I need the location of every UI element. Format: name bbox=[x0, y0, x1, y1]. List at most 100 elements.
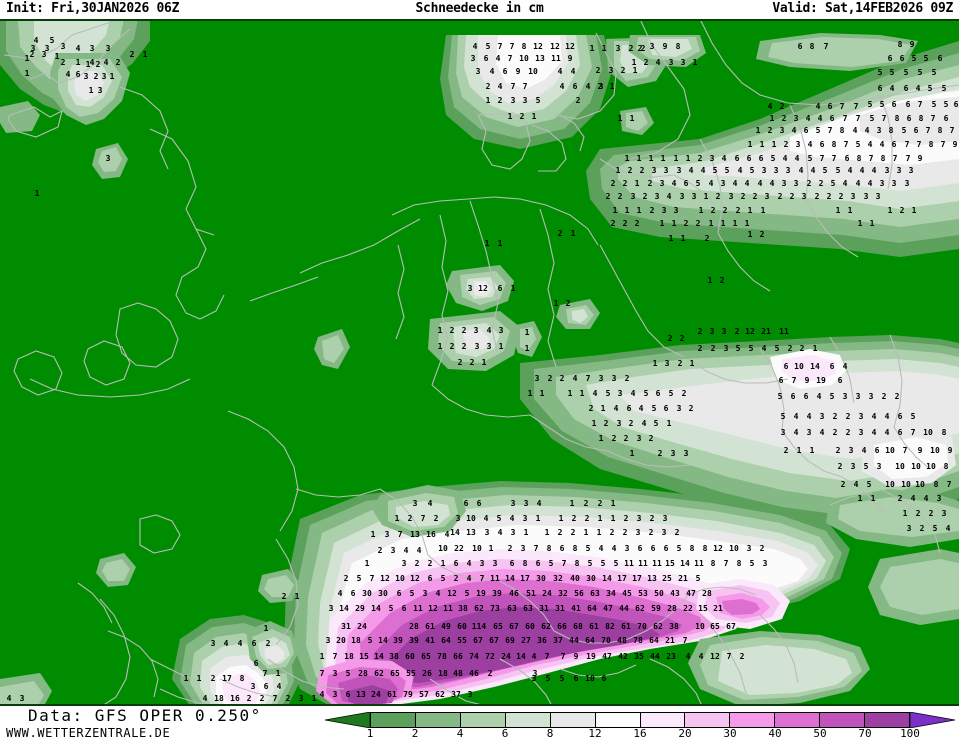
snow-value-label: 2 bbox=[783, 446, 789, 455]
snow-value-label: 48 bbox=[453, 669, 463, 678]
snow-value-label: 7 bbox=[842, 114, 848, 123]
snow-value-label: 5 bbox=[943, 100, 949, 109]
snow-value-label: 4 bbox=[497, 82, 503, 91]
snow-value-label: 6 bbox=[897, 412, 903, 421]
snow-value-label: 3 bbox=[105, 154, 111, 163]
snow-value-label: 61 bbox=[589, 622, 599, 631]
snow-value-label: 11 bbox=[779, 327, 789, 336]
snow-value-label: 1 bbox=[636, 154, 642, 163]
snow-value-label: 60 bbox=[405, 652, 415, 661]
snow-value-label: 6 bbox=[663, 544, 669, 553]
snow-value-label: 67 bbox=[473, 636, 483, 645]
snow-value-label: 3 bbox=[764, 192, 770, 201]
snow-value-label: 9 bbox=[515, 67, 521, 76]
snow-value-label: 3 bbox=[673, 206, 679, 215]
snow-value-label: 70 bbox=[637, 622, 647, 631]
snow-value-label: 1 bbox=[624, 206, 630, 215]
snow-value-label: 67 bbox=[489, 636, 499, 645]
snow-value-label: 11 bbox=[694, 559, 704, 568]
snow-value-label: 8 bbox=[880, 154, 886, 163]
snow-value-label: 5 bbox=[548, 559, 554, 568]
snow-value-label: 10 bbox=[729, 544, 739, 553]
snow-value-label: 2 bbox=[697, 344, 703, 353]
snow-value-label: 6 bbox=[758, 154, 764, 163]
snow-value-label: 62 bbox=[653, 622, 663, 631]
snow-value-label: 1 bbox=[747, 230, 753, 239]
snow-value-label: 3 bbox=[89, 44, 95, 53]
snow-value-label: 1 bbox=[703, 192, 709, 201]
snow-value-label: 3 bbox=[470, 54, 476, 63]
snow-value-label: 9 bbox=[573, 652, 579, 661]
snow-value-label: 2 bbox=[697, 154, 703, 163]
snow-value-label: 1 bbox=[680, 234, 686, 243]
snow-value-label: 65 bbox=[710, 622, 720, 631]
snow-value-label: 5 bbox=[49, 36, 55, 45]
snow-value-label: 1 bbox=[902, 509, 908, 518]
snow-value-label: 2 bbox=[597, 499, 603, 508]
snow-value-label: 1 bbox=[631, 58, 637, 67]
snow-value-label: 3 bbox=[668, 58, 674, 67]
snow-value-label: 82 bbox=[605, 622, 615, 631]
snow-value-label: 1 bbox=[531, 112, 537, 121]
snow-value-label: 7 bbox=[509, 42, 515, 51]
snow-value-label: 3 bbox=[41, 50, 47, 59]
snow-value-label: 4 bbox=[592, 389, 598, 398]
snow-value-label: 3 bbox=[651, 166, 657, 175]
snow-value-label: 3 bbox=[806, 428, 812, 437]
snow-value-label: 5 bbox=[545, 674, 551, 683]
snow-value-label: 64 bbox=[587, 604, 597, 613]
snow-value-label: 6 bbox=[943, 114, 949, 123]
snow-value-label: 2 bbox=[835, 446, 841, 455]
snow-value-label: 6 bbox=[683, 179, 689, 188]
colorbar-cells bbox=[370, 712, 910, 728]
snow-value-label: 61 bbox=[425, 622, 435, 631]
snow-value-label: 18 bbox=[344, 652, 354, 661]
snow-value-label: 3 bbox=[679, 192, 685, 201]
snow-value-label: 5 bbox=[931, 68, 937, 77]
snow-value-label: 6 bbox=[874, 446, 880, 455]
snow-value-label: 4 bbox=[223, 639, 229, 648]
snow-value-label: 3 bbox=[661, 528, 667, 537]
snow-value-label: 3 bbox=[636, 434, 642, 443]
snow-value-label: 5 bbox=[822, 166, 828, 175]
map-canvas[interactable]: 3 3 3 4 3 3 4 5 2 3 1 2 1 4 4 2 4 6 3 2 3 1 1 3 1 2 3 1 4 5 7 7 8 12 12 12 3… bbox=[0, 19, 959, 706]
snow-value-label: 74 bbox=[469, 652, 479, 661]
snow-value-label: 1 bbox=[668, 234, 674, 243]
snow-value-label: 12 bbox=[410, 574, 420, 583]
snow-value-label: 2 bbox=[704, 234, 710, 243]
snow-value-label: 9 bbox=[917, 446, 923, 455]
snow-value-label: 63 bbox=[507, 604, 517, 613]
snow-value-label: 1 bbox=[75, 58, 81, 67]
colorbar-tick-16: 16 bbox=[633, 727, 647, 740]
snow-value-label: 1 bbox=[183, 674, 189, 683]
snow-value-label: 2 bbox=[637, 44, 643, 53]
snow-value-label: 37 bbox=[451, 690, 461, 699]
snow-value-label: 35 bbox=[634, 652, 644, 661]
snow-value-label: 3 bbox=[876, 462, 882, 471]
snow-value-label: 6 bbox=[797, 42, 803, 51]
snow-value-label: 5 bbox=[749, 166, 755, 175]
snow-value-label: 50 bbox=[654, 589, 664, 598]
snow-value-label: 4 bbox=[509, 514, 515, 523]
snow-value-label: 6 bbox=[891, 140, 897, 149]
snow-value-label: 3 bbox=[842, 392, 848, 401]
snow-value-label: 2 bbox=[752, 192, 758, 201]
page-title: Schneedecke in cm bbox=[415, 1, 544, 16]
snow-value-label: 5 bbox=[910, 412, 916, 421]
snow-value-label: 6 bbox=[803, 126, 809, 135]
snow-value-label: 3 bbox=[486, 342, 492, 351]
snow-value-label: 1 bbox=[624, 154, 630, 163]
snow-value-label: 4 bbox=[666, 192, 672, 201]
snow-value-label: 2 bbox=[767, 126, 773, 135]
snow-value-label: 5 bbox=[901, 126, 907, 135]
snow-value-label: 5 bbox=[917, 68, 923, 77]
snow-value-label: 39 bbox=[409, 636, 419, 645]
snow-value-label: 3 bbox=[412, 499, 418, 508]
snow-value-label: 2 bbox=[620, 66, 626, 75]
snow-value-label: 6 bbox=[897, 428, 903, 437]
snow-value-label: 6 bbox=[251, 639, 257, 648]
snow-value-label: 7 bbox=[585, 374, 591, 383]
color-scale-bar[interactable] bbox=[325, 712, 955, 728]
snow-value-label: 8 bbox=[897, 40, 903, 49]
snow-value-label: 4 bbox=[427, 499, 433, 508]
